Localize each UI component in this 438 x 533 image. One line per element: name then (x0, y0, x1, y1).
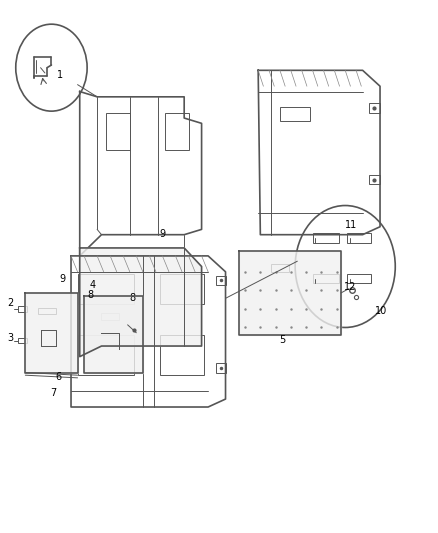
Text: 10: 10 (375, 306, 387, 316)
Bar (369, 103, 380, 113)
Polygon shape (80, 248, 201, 357)
Bar (165, 113, 188, 150)
Bar (215, 363, 226, 373)
Text: 5: 5 (279, 335, 285, 345)
Bar (347, 233, 371, 243)
Bar (106, 113, 130, 150)
Bar (215, 276, 226, 285)
Text: 2: 2 (7, 298, 14, 308)
Polygon shape (25, 293, 78, 373)
Bar (313, 274, 339, 284)
Text: 6: 6 (55, 373, 61, 383)
Polygon shape (239, 251, 341, 335)
Bar (39, 308, 56, 314)
Bar (78, 274, 134, 304)
Bar (18, 306, 27, 312)
Bar (160, 335, 204, 375)
Bar (271, 264, 289, 272)
Bar (369, 175, 380, 184)
Text: 8: 8 (88, 290, 94, 300)
Text: 12: 12 (343, 282, 356, 293)
Bar (160, 274, 204, 304)
Bar (313, 233, 339, 243)
Bar (78, 335, 134, 375)
Polygon shape (84, 296, 143, 373)
Bar (347, 274, 371, 284)
Text: 9: 9 (59, 274, 65, 285)
Text: 7: 7 (50, 389, 57, 398)
Text: 1: 1 (57, 70, 63, 79)
Bar (102, 313, 119, 319)
Text: 11: 11 (345, 220, 357, 230)
Text: 9: 9 (159, 229, 166, 239)
Text: 8: 8 (129, 293, 135, 303)
Text: 3: 3 (7, 333, 14, 343)
Text: 4: 4 (90, 280, 96, 290)
Bar (18, 338, 27, 343)
Bar (280, 108, 311, 120)
